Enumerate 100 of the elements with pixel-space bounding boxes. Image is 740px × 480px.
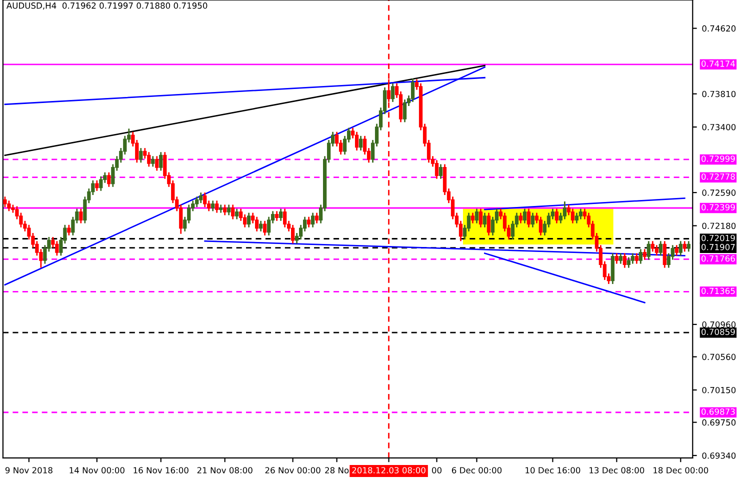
x-tick-label: 18 Dec 00:00 (654, 467, 708, 474)
candlestick (646, 240, 650, 260)
candlestick (159, 151, 163, 172)
candlestick (107, 172, 111, 188)
candlestick (538, 216, 543, 236)
candlestick (642, 248, 646, 260)
candlestick (99, 176, 103, 192)
y-tick-label: 0.74620 (702, 25, 736, 32)
candlestick (199, 192, 203, 204)
ref-line-label: 0.69873 (702, 408, 735, 415)
candlestick (570, 208, 575, 224)
candlestick (622, 252, 626, 268)
x-tick-label: 13 Dec 08:00 (590, 467, 644, 474)
x-tick-label: 21 Nov 08:00 (197, 467, 252, 474)
candlestick (470, 212, 475, 224)
candlestick (227, 204, 231, 216)
ref-line-label: 0.72399 (702, 204, 735, 210)
candlestick (354, 131, 359, 152)
candlestick (530, 212, 535, 228)
candlestick (155, 155, 159, 172)
candlestick (562, 200, 567, 220)
candlestick (686, 240, 690, 252)
candlestick (310, 212, 315, 228)
y-tick-label: 0.72180 (702, 222, 736, 230)
y-tick-label: 0.70960 (702, 321, 736, 328)
candlestick (247, 212, 251, 228)
candlestick (279, 208, 283, 222)
candlestick (151, 155, 155, 168)
candlestick (314, 212, 319, 224)
candlestick (630, 252, 634, 264)
x-tick-label: 00 (432, 467, 442, 474)
candlestick (574, 212, 579, 224)
candlestick (215, 200, 219, 214)
candlestick (522, 208, 527, 224)
candlestick (478, 208, 483, 228)
ref-line-label: 0.72778 (702, 173, 735, 180)
x-tick-label: 9 Nov 2018 (5, 467, 52, 474)
candlestick (147, 151, 151, 168)
candlestick (139, 147, 143, 164)
candlestick (283, 208, 287, 228)
candlestick (618, 252, 622, 264)
candlestick (658, 240, 662, 256)
candlestick (55, 240, 59, 256)
candlestick (434, 159, 439, 180)
candlestick (526, 208, 531, 228)
candlestick (67, 224, 71, 236)
candlestick (638, 248, 642, 264)
candlestick (486, 212, 491, 236)
x-tick-label: 26 Nov 00:00 (265, 467, 320, 474)
candlestick (235, 208, 239, 220)
candlestick (674, 244, 678, 256)
ref-line-label: 0.71365 (702, 288, 735, 294)
x-tick-label: 2018.12.03 08:00 (352, 467, 426, 474)
candlestick (275, 210, 279, 222)
x-tick-label: 10 Dec 16:00 (526, 467, 580, 474)
ref-line-label: 0.72999 (702, 156, 735, 162)
candlestick (402, 98, 407, 123)
ref-line-label: 0.74174 (702, 60, 735, 67)
candlestick (482, 212, 487, 228)
candlestick (554, 208, 559, 224)
y-tick-label: 0.69340 (702, 452, 736, 459)
y-tick-label: 0.73400 (702, 124, 736, 130)
candlestick (263, 220, 267, 236)
candlestick (662, 240, 666, 268)
candlestick (410, 78, 415, 103)
ref-line-label: 0.71766 (702, 255, 735, 262)
chart-title: AUDUSD,H4 0.71962 0.71997 0.71880 0.71950 (6, 2, 208, 10)
candlestick (626, 256, 630, 268)
candlestick (223, 204, 227, 216)
y-tick-label: 0.70150 (702, 386, 736, 394)
y-tick-label: 0.70560 (702, 354, 736, 360)
candlestick (578, 208, 583, 220)
x-tick-label: 16 Nov 16:00 (134, 467, 188, 474)
y-tick-label: 0.72590 (702, 190, 736, 196)
candlestick (79, 208, 83, 224)
candlestick (678, 240, 682, 256)
candlestick (390, 82, 395, 103)
ref-line-label: 0.70859 (702, 328, 735, 336)
candlestick (654, 244, 658, 256)
candlestick (438, 164, 443, 180)
x-tick-label: 28 No (325, 467, 349, 474)
candlestick (614, 252, 618, 264)
ref-line-label: 0.71907 (702, 244, 735, 250)
candlestick (358, 135, 363, 152)
candlestick (3, 196, 7, 208)
x-tick-label: 6 Dec 00:00 (452, 467, 502, 474)
candlestick (7, 200, 11, 212)
candlestick (255, 216, 259, 232)
ref-line-label: 0.72019 (702, 234, 735, 242)
candlestick (518, 212, 523, 224)
candlestick (650, 240, 654, 252)
y-tick-label: 0.69750 (702, 419, 736, 426)
candlestick (231, 204, 235, 220)
x-tick-label: 14 Nov 00:00 (70, 467, 124, 474)
candlestick (682, 240, 686, 252)
candlestick (95, 180, 99, 192)
y-tick-label: 0.73810 (702, 90, 736, 98)
candlestick (634, 252, 638, 264)
candlestick (291, 224, 295, 244)
candlestick (203, 192, 207, 208)
